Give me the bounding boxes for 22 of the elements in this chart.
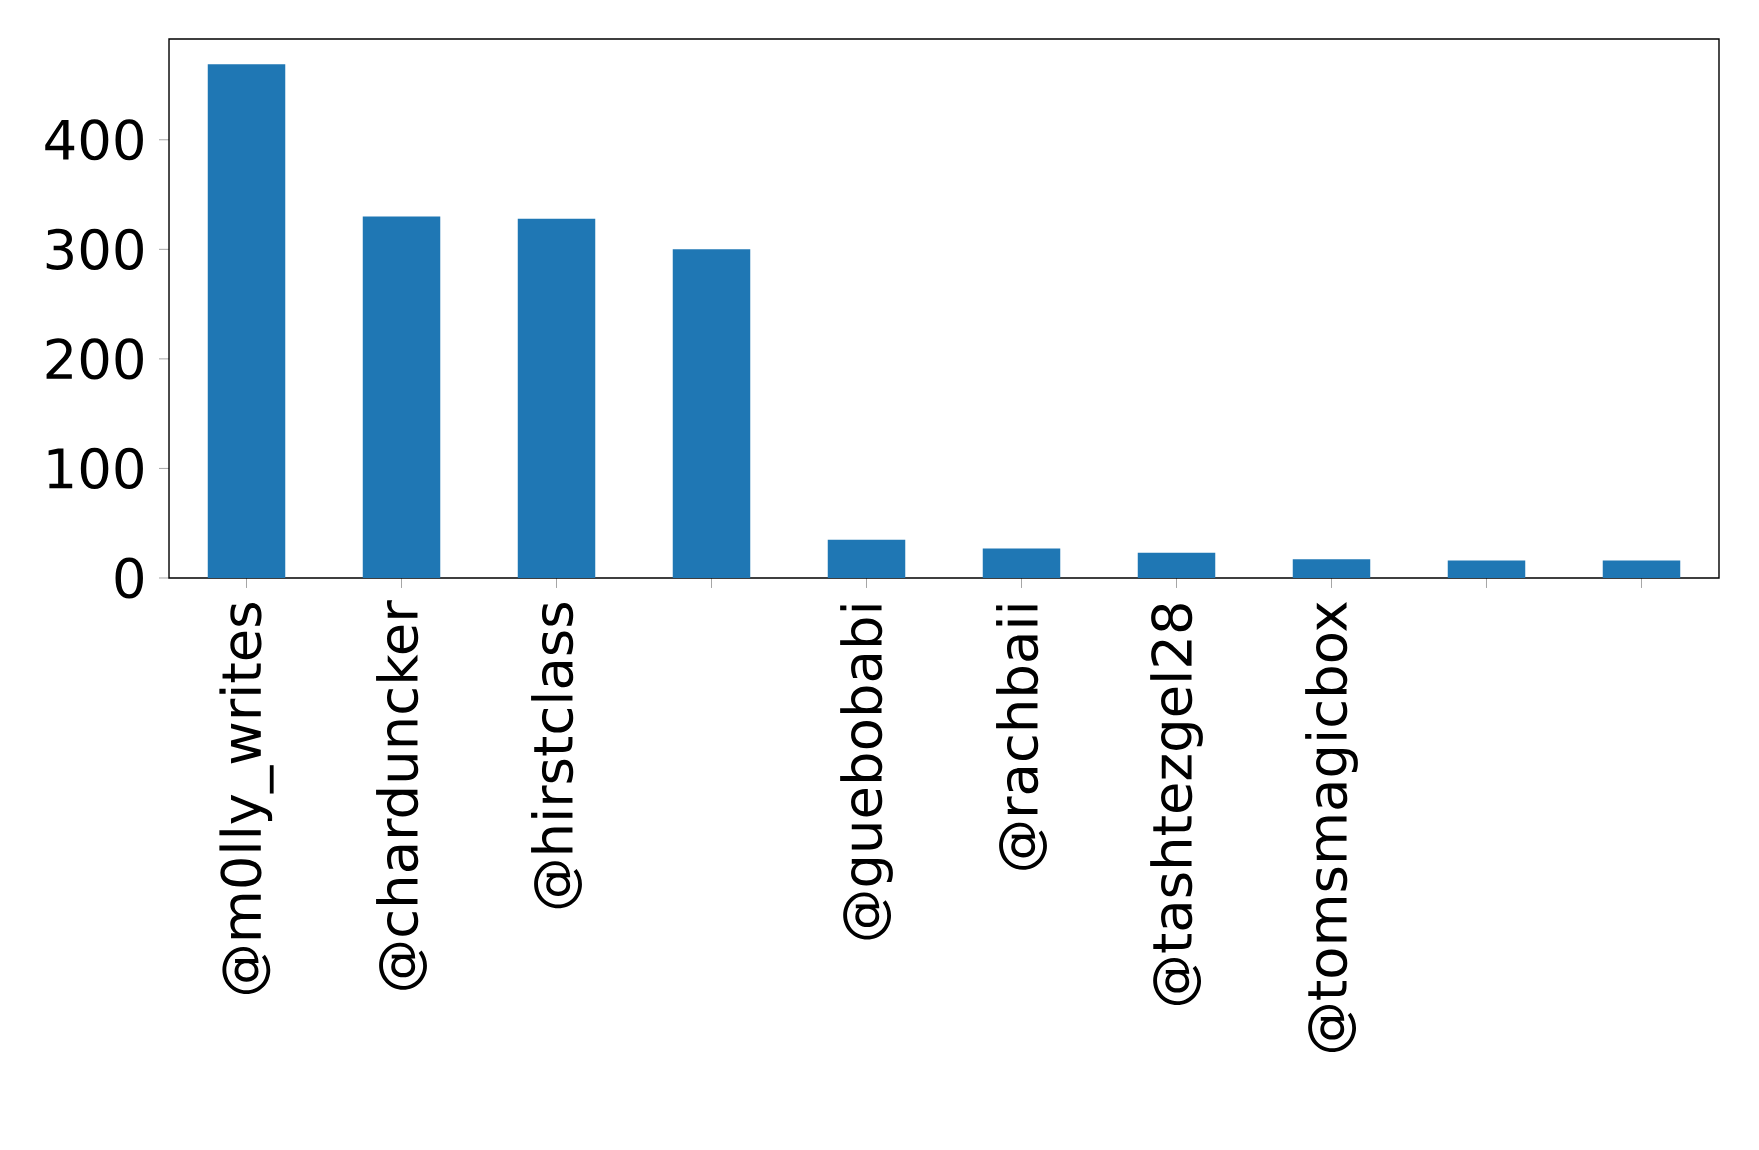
bar <box>1137 552 1216 578</box>
x-tick-label: @m0lly_writes <box>219 603 274 995</box>
bar <box>362 216 441 578</box>
x-tick-label: @guebobabi <box>840 605 893 940</box>
y-tick-label: 300 <box>46 228 143 270</box>
x-tick-label: @hirstclass <box>531 603 582 909</box>
x-tick-label: @tashtezgel28 <box>1150 604 1203 1005</box>
bar <box>827 539 906 578</box>
y-tick-label: 200 <box>46 338 143 380</box>
y-tick-label: 100 <box>48 447 143 490</box>
bar <box>1447 560 1526 578</box>
bar <box>207 64 286 578</box>
x-tick-label: @rachbaii <box>996 605 1047 870</box>
bar <box>672 249 751 578</box>
x-tick-label: @tomsmagicbox <box>1305 602 1358 1053</box>
bar <box>517 218 596 578</box>
y-tick-label: 400 <box>45 119 143 161</box>
bar <box>1602 560 1681 578</box>
bar <box>982 548 1061 578</box>
x-tick-label: @charduncker <box>376 600 427 990</box>
bar <box>1292 559 1371 578</box>
y-tick-label: 0 <box>115 557 143 599</box>
